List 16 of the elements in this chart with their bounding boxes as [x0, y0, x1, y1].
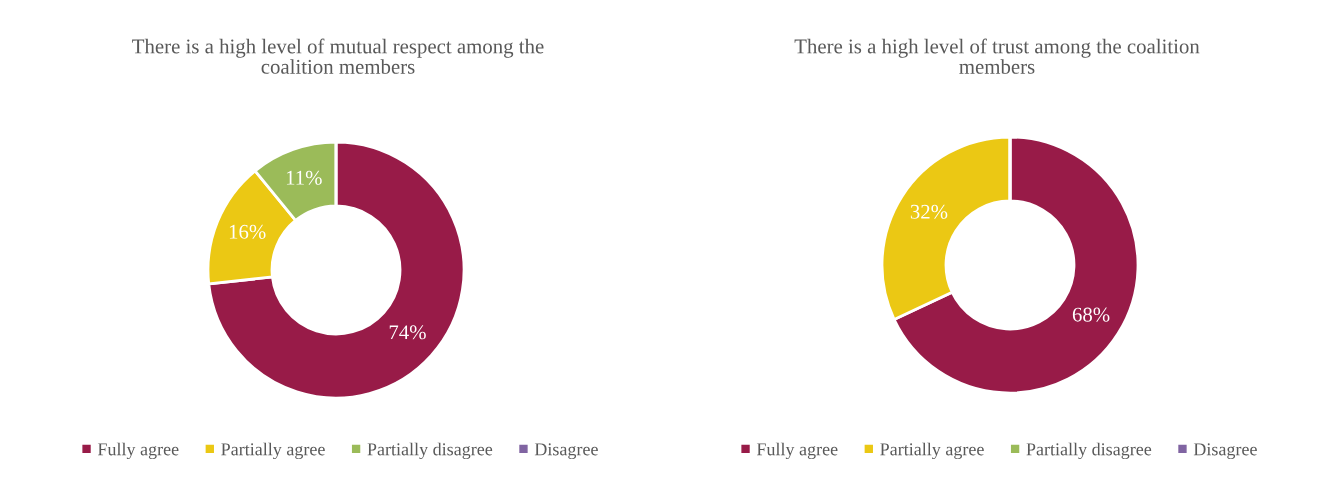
chart-title: There is a high level of mutual respect among the coalition members	[132, 38, 544, 74]
chart-title: There is a high level of trust among the coalition members	[794, 38, 1200, 74]
data-label: 74%	[389, 325, 426, 340]
legend-label: Partially agree	[880, 442, 984, 460]
legend-label: Partially agree	[221, 442, 325, 460]
legend-label: Partially disagree	[1026, 442, 1152, 460]
legend-label: Partially disagree	[367, 442, 493, 460]
legend-label: Fully agree	[756, 442, 838, 460]
legend-label: Fully agree	[97, 442, 179, 460]
data-label: 11%	[286, 170, 322, 185]
data-label: 32%	[910, 204, 948, 219]
donut-slice	[207, 140, 466, 400]
data-label: 16%	[229, 224, 266, 239]
data-label: 68%	[1072, 307, 1110, 322]
legend-label: Disagree	[1193, 443, 1257, 460]
legend-label: Disagree	[534, 443, 598, 460]
